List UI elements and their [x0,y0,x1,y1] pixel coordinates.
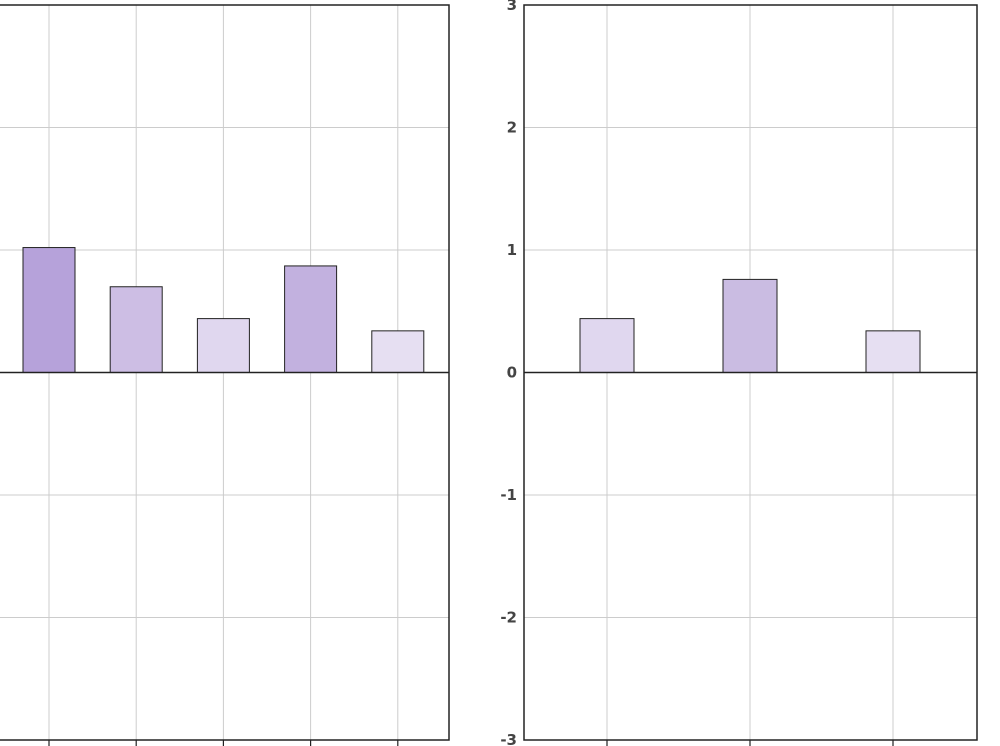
plot-frame [523,4,978,741]
bar-3 [196,318,250,374]
y-tick-label: -3 [500,731,517,746]
y-tick-label: -2 [500,609,517,627]
right-bar-chart: -3 -2 -1 0 1 2 3 [500,0,978,746]
bar-2 [722,278,778,373]
left-bar-chart [0,4,450,746]
y-tick-label: -1 [500,486,517,504]
y-tick-label: 3 [507,0,517,14]
bar-4 [284,265,338,373]
bar-3 [865,330,921,374]
bar-1 [579,318,635,374]
y-tick-label: 1 [507,241,517,259]
bar-1 [22,247,76,373]
y-tick-label: 2 [507,119,517,137]
bar-2 [109,286,163,373]
bar-5 [371,330,425,374]
y-tick-label: 0 [507,364,517,382]
plot-frame [0,4,450,741]
